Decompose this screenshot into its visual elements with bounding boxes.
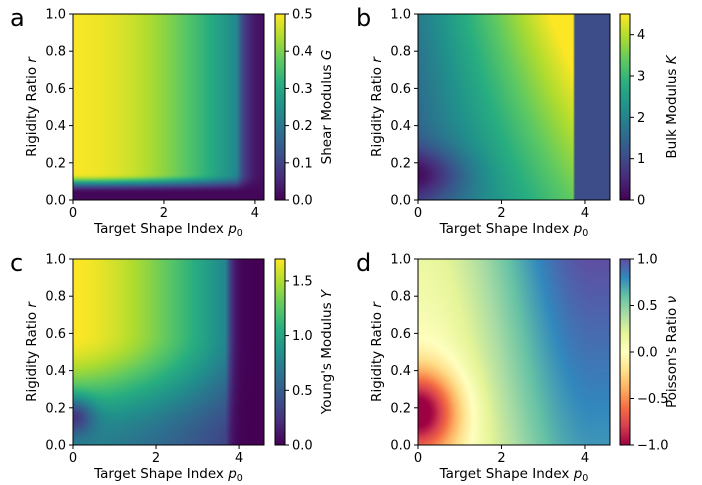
colorbar-label: Bulk Modulus K (664, 54, 680, 158)
colorbar-tick-label: 1.5 (292, 274, 313, 289)
x-tick-label: 0 (69, 206, 77, 221)
colorbar-tick-label: 0 (637, 194, 645, 209)
y-tick-label: 0.8 (390, 45, 411, 60)
y-tick-label: 0.2 (390, 156, 411, 171)
y-tick-label: 0.6 (45, 327, 66, 342)
panels: a 0 2 4 0.0 0.2 0.4 0.6 0.8 1.0 Target Shape Index… (10, 4, 680, 484)
y-tick-label: 0.6 (390, 82, 411, 97)
y-tick-label: 0.0 (45, 439, 66, 454)
colorbar-label: Young's Modulus Y (319, 288, 335, 415)
colorbar-tick-label: 1.0 (292, 329, 313, 344)
colorbar-tick-label: 0.0 (292, 194, 313, 209)
colorbar-tick-label: 1 (637, 152, 645, 167)
colorbar-tick-label: 0.2 (292, 119, 313, 134)
panel-a: a 0 2 4 0.0 0.2 0.4 0.6 0.8 1.0 Target Shape Index… (10, 4, 335, 239)
x-tick-label: 2 (160, 206, 168, 221)
y-tick-label: 1.0 (390, 253, 411, 268)
colorbar-tick-label: 1.0 (637, 253, 658, 268)
colorbar (274, 13, 286, 201)
y-tick-label: 0.2 (45, 156, 66, 171)
colorbar-tick-label: −1.0 (637, 439, 669, 454)
colorbar (274, 258, 286, 446)
x-tick-label: 0 (414, 451, 422, 466)
colorbar-tick-label: 0.5 (292, 8, 313, 23)
y-tick-label: 1.0 (45, 8, 66, 23)
x-tick-label: 0 (69, 451, 77, 466)
colorbar-tick-label: 0.4 (292, 45, 313, 60)
colorbar-tick-label: 0.3 (292, 82, 313, 97)
y-tick-label: 0.8 (45, 290, 66, 305)
y-tick-label: 0.0 (390, 194, 411, 209)
x-axis-label: Target Shape Index p0 (439, 466, 589, 484)
x-tick-label: 2 (497, 451, 505, 466)
plot-frame (417, 13, 611, 201)
colorbar-tick-label: 0.0 (292, 439, 313, 454)
y-tick-label: 0.2 (390, 401, 411, 416)
plot-frame (72, 258, 265, 446)
plot-frame (417, 258, 611, 446)
y-tick-label: 0.4 (45, 119, 66, 134)
y-tick-label: 0.4 (45, 364, 66, 379)
x-tick-label: 4 (235, 451, 243, 466)
y-tick-label: 0.8 (45, 45, 66, 60)
y-tick-label: 0.2 (45, 401, 66, 416)
heatmap-image (73, 259, 264, 445)
panel-letter: d (356, 249, 371, 277)
colorbar (619, 13, 631, 201)
panel-letter: c (10, 249, 23, 277)
colorbar-tick-label: 0.5 (292, 384, 313, 399)
heatmap-image (73, 14, 264, 200)
colorbar-label: Shear Modulus G (319, 50, 335, 165)
colorbar-label: Poisson's Ratio ν (664, 296, 680, 409)
y-axis-label: Rigidity Ratio r (369, 56, 385, 157)
y-tick-label: 0.0 (45, 194, 66, 209)
y-tick-label: 0.8 (390, 290, 411, 305)
colorbar (619, 258, 631, 446)
x-tick-label: 0 (414, 206, 422, 221)
y-axis-label: Rigidity Ratio r (369, 301, 385, 402)
y-axis-label: Rigidity Ratio r (24, 301, 40, 402)
plot-frame (72, 13, 265, 201)
panel-letter: b (356, 4, 371, 32)
colorbar-tick-label: 0.5 (637, 299, 658, 314)
panel-b: b 0 2 4 0.0 0.2 0.4 0.6 0.8 1.0 Target Shape Index… (356, 4, 680, 239)
heatmap-image (418, 14, 610, 200)
x-axis-label: Target Shape Index p0 (439, 221, 589, 239)
colorbar-tick-label: 0.1 (292, 156, 313, 171)
y-tick-label: 1.0 (45, 253, 66, 268)
y-tick-label: 0.0 (390, 439, 411, 454)
colorbar-tick-label: 4 (637, 28, 645, 43)
y-tick-label: 0.4 (390, 119, 411, 134)
y-axis-label: Rigidity Ratio r (24, 56, 40, 157)
panel-letter: a (10, 4, 25, 32)
colorbar-tick-label: 3 (637, 70, 645, 85)
x-axis-label: Target Shape Index p0 (93, 466, 243, 484)
colorbar-tick-label: −0.5 (637, 392, 669, 407)
x-axis-label: Target Shape Index p0 (93, 221, 243, 239)
colorbar-tick-label: 0.0 (637, 346, 658, 361)
y-tick-label: 1.0 (390, 8, 411, 23)
y-tick-label: 0.6 (45, 82, 66, 97)
panel-d: d 0 2 4 0.0 0.2 0.4 0.6 0.8 1.0 Target Shape Index… (356, 249, 680, 484)
x-tick-label: 2 (152, 451, 160, 466)
x-tick-label: 4 (581, 206, 589, 221)
panel-c: c 0 2 4 0.0 0.2 0.4 0.6 0.8 1.0 Target Shape Index… (10, 249, 335, 484)
y-tick-label: 0.6 (390, 327, 411, 342)
x-tick-label: 4 (251, 206, 259, 221)
colorbar-tick-label: 2 (637, 111, 645, 126)
x-tick-label: 2 (497, 206, 505, 221)
x-tick-label: 4 (581, 451, 589, 466)
y-tick-label: 0.4 (390, 364, 411, 379)
heatmap-image (418, 259, 610, 445)
